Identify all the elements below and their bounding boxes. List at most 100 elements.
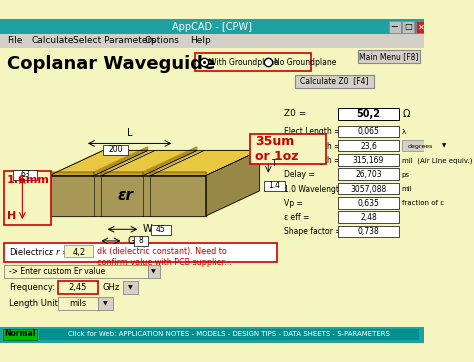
Bar (39, 329, 419, 340)
Text: -> Enter custom Er value: -> Enter custom Er value (9, 267, 105, 276)
Text: 23,6: 23,6 (360, 142, 377, 151)
Bar (4, 171, 51, 225)
Text: ▼: ▼ (442, 144, 447, 149)
Text: L: L (127, 128, 132, 138)
Text: 45: 45 (156, 225, 166, 234)
Text: mil  (Air Line equiv.): mil (Air Line equiv.) (401, 157, 472, 164)
Bar (338, 226, 399, 237)
Text: Normal: Normal (4, 329, 36, 338)
Bar (264, 181, 285, 191)
Bar (4, 243, 277, 262)
Text: ▼: ▼ (103, 301, 108, 306)
Bar (58, 297, 99, 310)
Bar (338, 197, 399, 209)
Bar (147, 265, 160, 278)
Bar (103, 145, 128, 155)
Bar (0, 34, 424, 48)
Text: ▼: ▼ (152, 269, 156, 274)
Text: Ω: Ω (402, 109, 410, 119)
Text: fraction of c: fraction of c (401, 200, 444, 206)
Text: ε r =: ε r = (49, 248, 69, 257)
Polygon shape (150, 151, 259, 176)
Polygon shape (101, 172, 143, 176)
Bar (358, 50, 420, 63)
Bar (0, 327, 424, 343)
Text: 0,738: 0,738 (357, 227, 379, 236)
Bar (338, 140, 399, 151)
Text: 26,703: 26,703 (355, 170, 382, 179)
Text: dk (dielectric constant). Need to
confirm value with PCB supplier...: dk (dielectric constant). Need to confir… (97, 247, 231, 266)
Text: W: W (143, 224, 153, 234)
Polygon shape (49, 172, 94, 176)
Bar (338, 168, 399, 180)
Text: mils: mils (69, 299, 86, 308)
Polygon shape (150, 172, 206, 176)
Text: ps: ps (401, 172, 410, 178)
Bar (295, 75, 374, 88)
Text: Select Parameters: Select Parameters (73, 36, 156, 45)
Text: ✕: ✕ (418, 22, 425, 31)
Text: 8: 8 (139, 236, 144, 245)
Text: AppCAD - [CPW]: AppCAD - [CPW] (172, 22, 252, 32)
Polygon shape (49, 151, 147, 176)
Text: 200: 200 (108, 145, 123, 154)
Text: Coplanar Waveguide: Coplanar Waveguide (7, 55, 215, 73)
Text: 2,45: 2,45 (69, 283, 87, 292)
Text: GHz: GHz (103, 283, 120, 292)
Bar (338, 108, 399, 120)
Text: ▼: ▼ (128, 285, 133, 290)
Text: Shape factor =: Shape factor = (284, 227, 342, 236)
Text: With Groundplane: With Groundplane (210, 58, 279, 67)
Bar (151, 225, 171, 235)
Bar (64, 245, 93, 257)
Text: 1.4: 1.4 (269, 181, 281, 190)
Bar (402, 21, 414, 33)
Bar (338, 154, 399, 166)
Text: No Groundplane: No Groundplane (273, 58, 336, 67)
Text: Elect Length =: Elect Length = (284, 127, 341, 136)
Text: Vp =: Vp = (284, 199, 303, 208)
Text: 63: 63 (20, 170, 30, 179)
Text: File: File (7, 36, 23, 45)
Text: mil: mil (401, 186, 412, 192)
Text: Delay =: Delay = (284, 170, 315, 179)
Polygon shape (94, 147, 147, 176)
Text: Length Units:: Length Units: (9, 299, 65, 308)
Bar (123, 281, 138, 294)
Text: Dielectric:: Dielectric: (9, 248, 52, 257)
Text: Calculate: Calculate (31, 36, 74, 45)
Text: 2,48: 2,48 (360, 213, 377, 222)
Text: εr: εr (117, 188, 133, 203)
Polygon shape (101, 151, 197, 176)
Text: G: G (127, 236, 135, 246)
Text: λ: λ (401, 129, 406, 135)
Text: 35um
or 1oz: 35um or 1oz (255, 135, 299, 163)
Text: H: H (7, 211, 17, 221)
Text: 0,065: 0,065 (357, 127, 379, 136)
Text: Z0 =: Z0 = (284, 109, 307, 118)
Bar (13, 170, 36, 180)
Bar (439, 140, 450, 151)
Text: 315,169: 315,169 (353, 156, 384, 165)
Bar (99, 297, 113, 310)
Text: 3057,088: 3057,088 (350, 185, 387, 194)
Text: ε eff =: ε eff = (284, 213, 310, 222)
Polygon shape (206, 151, 259, 216)
Bar (389, 21, 401, 33)
Bar (250, 135, 327, 164)
Text: Main Menu [F8]: Main Menu [F8] (359, 52, 419, 61)
Text: ─: ─ (392, 22, 397, 32)
Bar (134, 236, 148, 246)
Text: Calculate Z0  [F4]: Calculate Z0 [F4] (300, 76, 369, 85)
Bar (195, 53, 311, 71)
Bar (416, 21, 428, 33)
Text: □: □ (404, 22, 412, 31)
Bar (338, 211, 399, 223)
Text: degrees: degrees (408, 144, 433, 149)
Text: Elect Length =: Elect Length = (284, 142, 341, 151)
Bar (338, 126, 399, 137)
Text: Help: Help (191, 36, 211, 45)
Bar (3, 329, 36, 340)
Bar (338, 183, 399, 194)
Polygon shape (49, 176, 206, 216)
